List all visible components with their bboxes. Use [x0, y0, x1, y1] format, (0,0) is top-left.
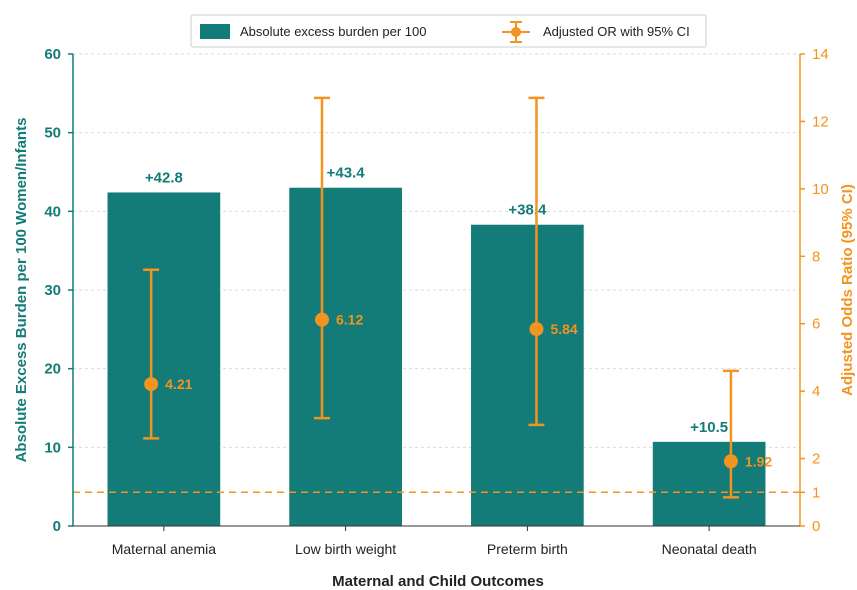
x-axis-title: Maternal and Child Outcomes	[332, 573, 544, 590]
right-tick-label: 6	[812, 316, 820, 333]
right-tick-label: 14	[812, 46, 829, 63]
right-tick-label: 1	[812, 484, 820, 501]
right-tick-label: 8	[812, 248, 820, 265]
or-value-label: 5.84	[550, 321, 577, 337]
left-tick-label: 60	[44, 46, 61, 63]
or-point	[723, 454, 738, 469]
or-point	[529, 322, 544, 337]
bar-value-label: +10.5	[690, 419, 728, 436]
x-tick-label: Preterm birth	[487, 541, 568, 557]
legend-bar-label: Absolute excess burden per 100	[240, 24, 426, 39]
bar	[652, 441, 766, 526]
left-tick-label: 50	[44, 125, 61, 142]
bar	[289, 187, 402, 526]
or-point	[144, 377, 159, 392]
x-tick-label: Maternal anemia	[112, 541, 216, 557]
legend-errorbar-marker	[511, 27, 521, 37]
x-tick-label: Low birth weight	[295, 541, 396, 557]
right-tick-label: 4	[812, 383, 820, 400]
errorbar-series: 4.21 6.12 5.84 1.92	[143, 96, 772, 499]
bar-series: +42.8 +43.4 +38.4 +10.5	[107, 165, 766, 526]
left-tick-label: 40	[44, 203, 61, 220]
left-tick-label: 30	[44, 282, 61, 299]
or-value-label: 4.21	[165, 376, 192, 392]
bar-value-label: +43.4	[327, 165, 366, 182]
y-axis-title-left: Absolute Excess Burden per 100 Women/Inf…	[13, 118, 30, 463]
legend-bar-swatch	[200, 24, 230, 39]
legend-box	[190, 14, 707, 48]
right-tick-label: 0	[812, 518, 820, 535]
legend-errorbar-label: Adjusted OR with 95% CI	[543, 24, 690, 39]
or-value-label: 1.92	[745, 453, 772, 469]
right-tick-label: 12	[812, 113, 829, 130]
legend: Absolute excess burden per 100 Adjusted …	[190, 14, 707, 48]
right-tick-label: 10	[812, 181, 829, 198]
bar	[471, 224, 584, 526]
right-tick-label: 2	[812, 451, 820, 468]
left-tick-label: 0	[53, 518, 61, 535]
left-tick-label: 10	[44, 439, 61, 456]
bar	[107, 192, 221, 526]
left-tick-label: 20	[44, 361, 61, 378]
or-value-label: 6.12	[336, 312, 363, 328]
y-axis-title-right: Adjusted Odds Ratio (95% CI)	[839, 184, 856, 396]
bar-value-label: +42.8	[145, 169, 183, 186]
or-point	[314, 312, 329, 327]
bar-value-label: +38.4	[508, 202, 547, 219]
x-tick-label: Neonatal death	[662, 541, 757, 557]
